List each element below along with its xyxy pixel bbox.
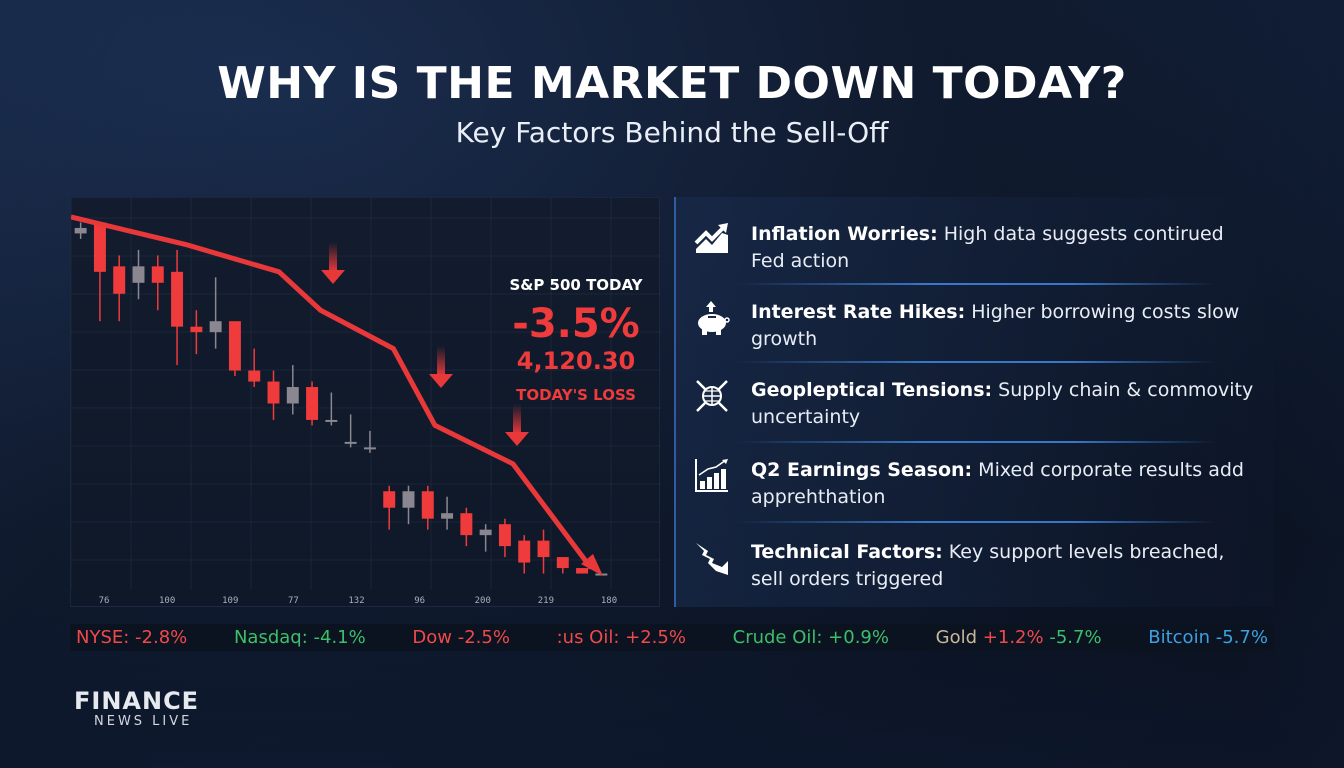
factor-geopolitical: Geopleptical Tensions: Supply chain & co… xyxy=(676,357,1276,435)
factor-technical: Technical Factors: Key support levels br… xyxy=(676,519,1276,597)
factor-earnings: Q2 Earnings Season: Mixed corporate resu… xyxy=(676,437,1276,515)
down-arrow-icon xyxy=(429,346,453,388)
svg-text:109: 109 xyxy=(222,596,238,606)
factor-title: Geopleptical Tensions: xyxy=(751,379,993,401)
ticker-item-nyse: NYSE: -2.8% xyxy=(76,627,188,648)
factor-interest-rates: Interest Rate Hikes: Higher borrowing co… xyxy=(676,279,1276,357)
sp500-caption: TODAY'S LOSS xyxy=(516,386,636,404)
sp500-label: S&P 500 TODAY xyxy=(509,276,643,294)
page-subtitle: Key Factors Behind the Sell-Off xyxy=(455,116,889,149)
svg-text:77: 77 xyxy=(288,596,299,606)
factor-title: Inflation Worries: xyxy=(751,223,938,245)
down-arrow-icon xyxy=(505,404,529,446)
logo-title: FINANCE xyxy=(74,687,200,715)
factor-title: Q2 Earnings Season: xyxy=(751,459,973,481)
factor-inflation: Inflation Worries: High data suggests co… xyxy=(676,201,1276,279)
down-arrow-icon xyxy=(321,242,345,284)
ticker-item-dow: Dow -2.5% xyxy=(412,627,510,648)
page-title: WHY IS THE MARKET DOWN TODAY? xyxy=(217,58,1127,109)
brand-logo: FINANCE NEWS LIVE xyxy=(74,688,199,730)
market-ticker: NYSE: -2.8% Nasdaq: -4.1% Dow -2.5% :us … xyxy=(70,624,1274,651)
sp500-change-pct: -3.5% xyxy=(512,301,640,347)
bar-chart-icon xyxy=(695,459,728,492)
svg-text:100: 100 xyxy=(159,596,175,606)
globe-conflict-icon xyxy=(696,380,728,412)
svg-text:76: 76 xyxy=(99,596,110,606)
factor-body: Supply chain & commovity uncertainty xyxy=(751,379,1254,428)
svg-text:219: 219 xyxy=(538,596,554,606)
candlestick-chart-panel: 76 100 109 77 132 96 200 219 180 S&P 500 TODAY -… xyxy=(70,197,661,607)
svg-text:96: 96 xyxy=(414,596,425,606)
divider xyxy=(736,521,1216,523)
divider xyxy=(736,283,1216,285)
ticker-item-gold: Gold +1.2% -5.7% xyxy=(935,627,1102,648)
factor-title: Interest Rate Hikes: xyxy=(751,301,966,323)
lightning-break-icon xyxy=(696,543,728,575)
divider xyxy=(736,361,1216,363)
factor-title: Technical Factors: xyxy=(751,541,943,563)
sp500-summary: S&P 500 TODAY -3.5% 4,120.30 TODAY'S LOS… xyxy=(501,276,651,404)
svg-text:132: 132 xyxy=(348,596,364,606)
sp500-value: 4,120.30 xyxy=(516,347,636,375)
factor-body: High data suggests contirued Fed action xyxy=(751,223,1224,272)
ticker-item-bitcoin: Bitcoin -5.7% xyxy=(1148,627,1268,648)
ticker-item-crude-oil: Crude Oil: +0.9% xyxy=(732,627,889,648)
factor-body: Key support levels breached, sell orders… xyxy=(751,541,1225,590)
piggy-bank-icon xyxy=(698,301,730,335)
trend-up-icon xyxy=(694,223,728,253)
svg-text:180: 180 xyxy=(601,596,617,606)
divider xyxy=(736,441,1216,443)
svg-text:200: 200 xyxy=(475,596,491,606)
factor-body: Higher borrowing costs slow growth xyxy=(751,301,1240,350)
candlestick-chart: 76 100 109 77 132 96 200 219 180 xyxy=(71,198,661,606)
ticker-item-nasdaq: Nasdaq: -4.1% xyxy=(233,627,366,648)
ticker-item-us-oil: :us Oil: +2.5% xyxy=(556,627,686,648)
logo-subtitle: NEWS LIVE xyxy=(94,714,193,729)
factors-panel: Inflation Worries: High data suggests co… xyxy=(674,197,1274,607)
factor-body: Mixed corporate results add apprehthatio… xyxy=(751,459,1244,508)
